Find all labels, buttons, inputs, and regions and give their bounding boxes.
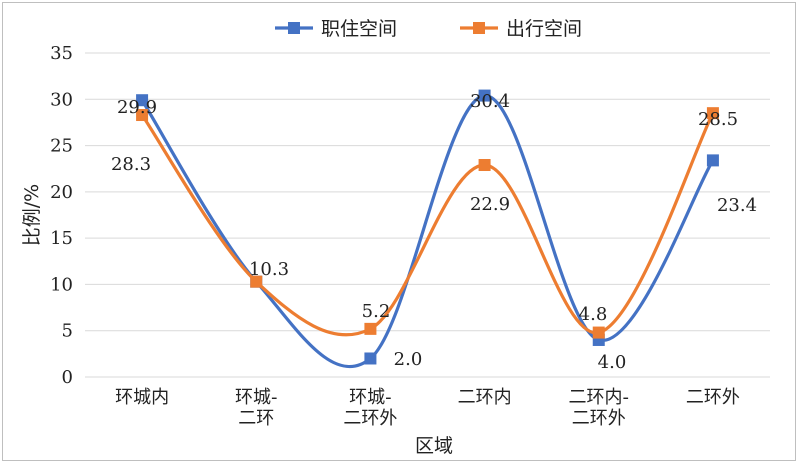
y-tick-label: 25: [50, 136, 73, 157]
x-tick-label: 二环: [238, 408, 274, 429]
data-point-marker: [136, 94, 149, 107]
y-tick-label: 0: [62, 367, 73, 388]
x-axis-title: 区域: [415, 435, 453, 457]
data-label: 30.4: [470, 91, 510, 112]
x-tick-label: 环城内: [115, 387, 169, 408]
series-line-2: [140, 111, 715, 337]
data-label: 2.0: [394, 349, 423, 370]
data-label: 28.5: [698, 109, 738, 130]
x-tick-label: 二环外: [343, 408, 397, 429]
y-axis-title: 比例/%: [21, 184, 43, 246]
x-tick-label: 二环外: [572, 408, 626, 429]
x-tick-label: 二环外: [686, 387, 740, 408]
data-label: 10.3: [249, 259, 289, 280]
data-label: 5.2: [362, 301, 391, 322]
data-point-marker: [478, 159, 491, 172]
x-tick-label: 环城-: [235, 387, 278, 408]
x-tick-label: 二环内: [458, 387, 512, 408]
data-point-marker: [592, 326, 605, 339]
data-point-marker: [478, 89, 491, 102]
y-tick-label: 15: [50, 228, 73, 249]
legend-label: 职住空间: [321, 18, 397, 40]
data-point-marker: [136, 109, 149, 122]
data-point-marker: [364, 322, 377, 335]
y-tick-label: 10: [50, 274, 73, 295]
data-point-marker: [706, 154, 719, 167]
x-tick-label: 二环内-: [569, 387, 630, 408]
y-tick-label: 20: [50, 182, 73, 203]
data-label: 23.4: [717, 195, 757, 216]
y-tick-label: 30: [50, 89, 73, 110]
data-point-marker: [250, 275, 263, 288]
y-tick-label: 35: [50, 43, 73, 64]
data-label: 4.8: [579, 304, 608, 325]
y-tick-label: 5: [62, 321, 73, 342]
data-label: 22.9: [470, 194, 510, 215]
data-point-marker: [706, 107, 719, 120]
legend-marker: [473, 22, 485, 34]
data-label: 29.9: [117, 97, 157, 118]
legend-label: 出行空间: [506, 18, 582, 40]
x-tick-label: 环城-: [349, 387, 392, 408]
data-label: 28.3: [111, 154, 151, 175]
legend-marker: [288, 22, 300, 34]
data-label: 4.0: [598, 352, 627, 373]
data-point-marker: [364, 352, 377, 365]
series-line-1: [140, 93, 715, 368]
